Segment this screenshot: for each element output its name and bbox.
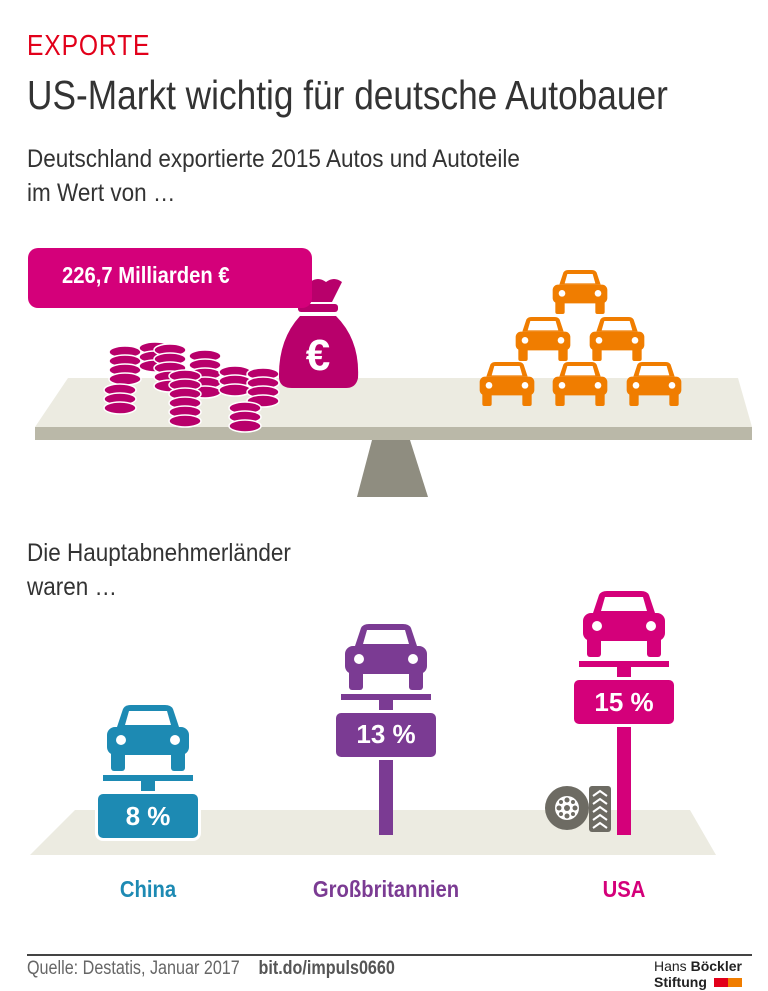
value-label: 8 % (95, 791, 201, 841)
car-icon (103, 705, 193, 771)
subtitle-line: im Wert von … (27, 179, 176, 207)
kicker: EXPORTE (27, 30, 151, 62)
fulcrum (357, 440, 428, 497)
subtitle: Deutschland exportierte 2015 Autos und A… (27, 142, 520, 210)
source: Quelle: Destatis, Januar 2017 bit.do/impu… (27, 958, 395, 980)
logo-text: Hans (654, 958, 691, 974)
seesaw-illustration: € (35, 270, 752, 497)
subtitle-line: Deutschland exportierte 2015 Autos und A… (27, 145, 520, 173)
lift-plate (341, 693, 431, 700)
coin (108, 372, 142, 386)
car-icon (579, 591, 669, 657)
section-heading: Die Hauptabnehmerländer waren … (27, 536, 291, 604)
car-icon (589, 317, 645, 361)
lift-plate (103, 775, 193, 781)
logo-text: Stiftung (654, 974, 707, 990)
category-label: USA (602, 876, 646, 902)
source-text: Quelle: Destatis, Januar 2017 (27, 958, 240, 979)
coin (103, 401, 137, 415)
logo-text: Böckler (690, 958, 742, 974)
coin (168, 414, 202, 428)
total-value-label: 226,7 Milliarden € (28, 248, 312, 308)
value-label: 15 % (571, 677, 677, 728)
page-title: US-Markt wichtig für deutsche Autobauer (27, 72, 668, 118)
ground-platform (30, 810, 716, 855)
source-link[interactable]: bit.do/impuls0660 (258, 958, 395, 979)
coin (228, 419, 262, 433)
car-icon (552, 270, 608, 314)
tire-icon (545, 786, 611, 832)
car-icon (341, 624, 431, 690)
category-label: China (119, 876, 177, 902)
section-heading-line: waren … (27, 573, 118, 601)
car-icon (515, 317, 571, 361)
footer-divider (27, 954, 752, 956)
coin (218, 383, 252, 397)
total-value-text: 226,7 Milliarden € (62, 262, 230, 288)
coins-icon (103, 341, 280, 433)
lift-plate (579, 661, 669, 668)
svg-text:€: € (306, 331, 330, 380)
plank-front (35, 427, 752, 440)
value-label: 13 % (333, 709, 439, 760)
orange-cars (479, 270, 682, 406)
hans-boeckler-logo: Hans Böckler Stiftung (654, 958, 742, 990)
section-heading-line: Die Hauptabnehmerländer (27, 539, 291, 567)
category-label: Großbritannien (312, 876, 460, 902)
